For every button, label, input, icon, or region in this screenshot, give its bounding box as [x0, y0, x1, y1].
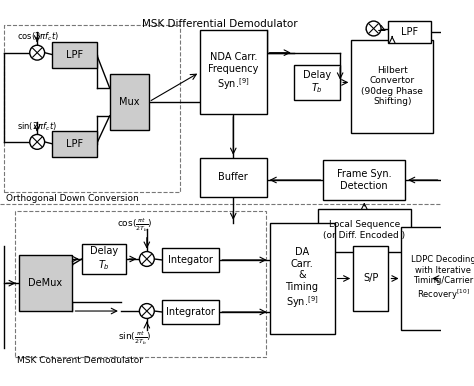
Bar	[18, 255, 73, 311]
Text: Local Sequence
(or Diff. Encoded ): Local Sequence (or Diff. Encoded )	[323, 220, 405, 240]
Bar	[353, 246, 389, 311]
Bar	[389, 21, 431, 43]
Text: LDPC Decoding
with Iterative
Timing/Carrier
Recovery$^{[10]}$: LDPC Decoding with Iterative Timing/Carr…	[411, 256, 474, 301]
Text: MSK Coherent Demodulator: MSK Coherent Demodulator	[17, 356, 143, 365]
Text: $\sin(2\pi f_c t)$: $\sin(2\pi f_c t)$	[17, 120, 56, 133]
Bar	[15, 211, 266, 357]
Text: Hilbert
Convertor
(90deg Phase
Shifting): Hilbert Convertor (90deg Phase Shifting)	[361, 66, 423, 106]
Circle shape	[366, 21, 381, 36]
Circle shape	[30, 134, 45, 149]
Text: LPF: LPF	[401, 27, 419, 37]
Bar	[401, 227, 474, 330]
Text: $\cos(\frac{\pi t}{2T_b})$: $\cos(\frac{\pi t}{2T_b})$	[117, 216, 153, 234]
Text: Delay
$T_b$: Delay $T_b$	[303, 69, 331, 95]
Bar	[52, 131, 97, 157]
Bar	[351, 40, 433, 133]
Text: S/P: S/P	[363, 274, 378, 283]
Bar	[82, 244, 127, 274]
Bar	[323, 161, 405, 200]
Text: $\cos(2\pi f_c t)$: $\cos(2\pi f_c t)$	[17, 30, 59, 43]
Text: DeMux: DeMux	[28, 278, 63, 288]
Bar	[318, 209, 411, 252]
Text: Mux: Mux	[119, 97, 139, 107]
Text: Buffer: Buffer	[219, 172, 248, 182]
Circle shape	[139, 252, 154, 266]
Text: Delay
$T_b$: Delay $T_b$	[90, 246, 118, 272]
Bar	[162, 248, 219, 272]
Text: NDA Carr.
Frequency
Syn.$^{[9]}$: NDA Carr. Frequency Syn.$^{[9]}$	[208, 52, 258, 92]
Text: DA
Carr.
&
Timing
Syn.$^{[9]}$: DA Carr. & Timing Syn.$^{[9]}$	[285, 247, 319, 310]
Bar	[200, 158, 267, 197]
Bar	[4, 25, 180, 192]
Text: $\sin(\frac{\pi t}{2T_b})$: $\sin(\frac{\pi t}{2T_b})$	[118, 330, 151, 347]
Text: Orthogonal Down Conversion: Orthogonal Down Conversion	[6, 194, 138, 203]
Text: Frame Syn.
Detection: Frame Syn. Detection	[337, 169, 392, 191]
Text: LPF: LPF	[66, 49, 83, 59]
Circle shape	[30, 45, 45, 60]
Bar	[294, 65, 340, 100]
Text: MSK Differential Demodulator: MSK Differential Demodulator	[143, 19, 298, 29]
Bar	[200, 30, 267, 114]
Bar	[109, 74, 149, 130]
Text: Integator: Integator	[168, 255, 213, 265]
Bar	[270, 223, 335, 334]
Text: LPF: LPF	[66, 139, 83, 149]
Text: Integrator: Integrator	[166, 307, 215, 317]
Bar	[162, 300, 219, 324]
Bar	[52, 42, 97, 68]
Circle shape	[139, 304, 154, 318]
